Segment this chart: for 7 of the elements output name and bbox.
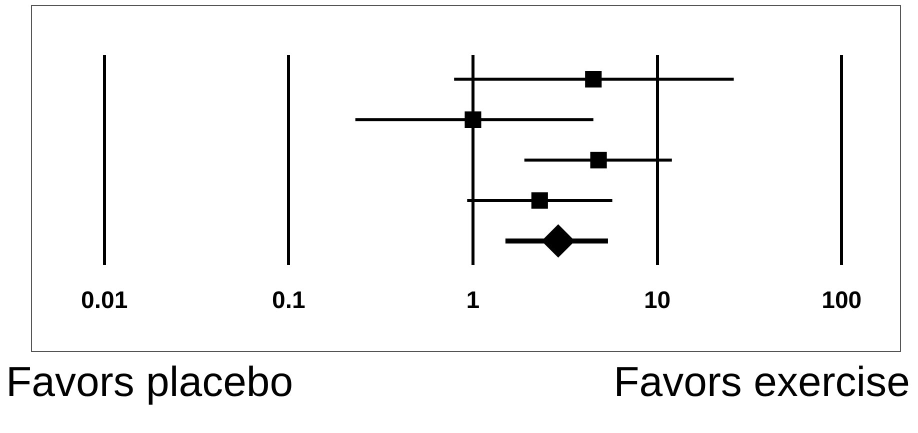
x-tick-label: 0.01: [80, 287, 128, 314]
x-tick-label: 1: [466, 287, 480, 314]
x-tick-label: 0.1: [272, 287, 306, 314]
x-tick-label: 10: [644, 287, 671, 314]
text: Favors exercise: [614, 358, 910, 406]
text: Favors placebo: [6, 358, 294, 406]
x-tick-label: 100: [822, 287, 862, 314]
